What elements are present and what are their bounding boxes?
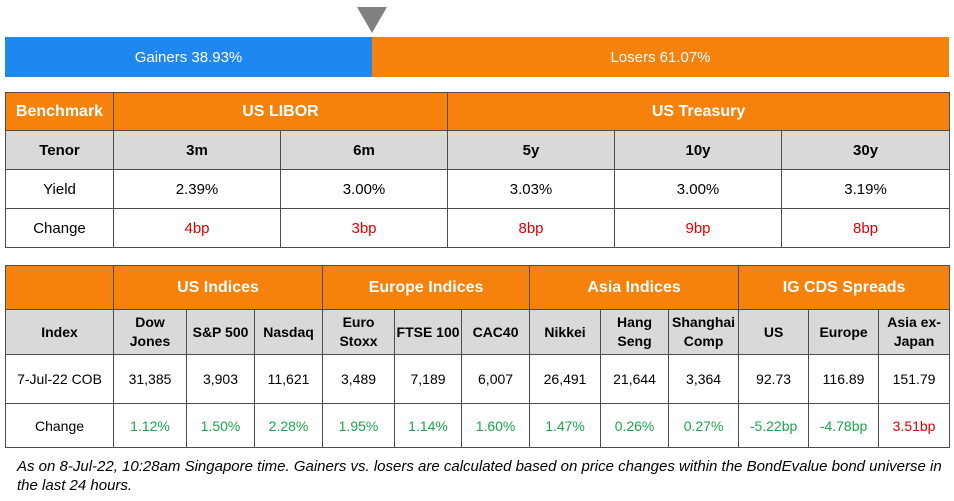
change-label: Change (5, 208, 114, 248)
tenor-row: Tenor 3m 6m 5y 10y 30y (5, 130, 951, 170)
index-change-cell: 3.51bp (878, 403, 951, 448)
tenor-cell: 6m (279, 130, 449, 170)
ratio-pointer-icon (357, 7, 387, 33)
index-value-cell: 21,644 (600, 354, 670, 404)
index-value-cell: 6,007 (461, 354, 531, 404)
index-value-cell: 151.79 (878, 354, 951, 404)
europe-indices-header: Europe Indices (322, 265, 531, 310)
asia-indices-header: Asia Indices (529, 265, 740, 310)
rate-change-cell: 9bp (614, 208, 783, 248)
index-name-cell: US (738, 309, 810, 355)
index-name-cell: FTSE 100 (394, 309, 463, 355)
losers-segment: Losers 61.07% (372, 37, 949, 77)
index-value-cell: 11,621 (253, 354, 324, 404)
rate-change-row: Change 4bp 3bp 8bp 9bp 8bp (5, 208, 951, 248)
index-change-row: Change 1.12% 1.50% 2.28% 1.95% 1.14% 1.6… (5, 403, 951, 448)
index-name-cell: Dow Jones (113, 309, 187, 355)
tenor-cell: 30y (781, 130, 951, 170)
index-change-cell: 1.47% (529, 403, 602, 448)
rates-header-row: Benchmark US LIBOR US Treasury (5, 92, 951, 131)
index-change-cell: 1.12% (113, 403, 187, 448)
index-value-row: 7-Jul-22 COB 31,385 3,903 11,621 3,489 7… (5, 354, 951, 404)
index-name-cell: CAC40 (461, 309, 531, 355)
tenor-cell: 10y (614, 130, 783, 170)
rate-change-cell: 8bp (447, 208, 616, 248)
index-change-cell: 1.14% (394, 403, 463, 448)
rate-change-cell: 8bp (781, 208, 951, 248)
index-value-cell: 92.73 (738, 354, 810, 404)
corner-cell (5, 265, 114, 310)
tenor-cell: 5y (447, 130, 616, 170)
index-name-cell: Nasdaq (253, 309, 324, 355)
index-change-cell: 0.26% (600, 403, 670, 448)
us-treasury-header: US Treasury (447, 92, 951, 131)
index-change-cell: 2.28% (253, 403, 324, 448)
yield-cell: 3.00% (279, 169, 449, 209)
index-value-cell: 31,385 (113, 354, 187, 404)
index-name-cell: Shanghai Comp (668, 309, 740, 355)
change-label: Change (5, 403, 114, 448)
yield-cell: 3.03% (447, 169, 616, 209)
index-value-cell: 3,903 (186, 354, 255, 404)
benchmark-header: Benchmark (5, 92, 114, 131)
index-name-cell: Europe (808, 309, 880, 355)
yield-cell: 3.19% (781, 169, 951, 209)
index-name-cell: Hang Seng (600, 309, 670, 355)
index-value-cell: 3,489 (322, 354, 396, 404)
us-libor-header: US LIBOR (112, 92, 449, 131)
us-indices-header: US Indices (112, 265, 324, 310)
index-change-cell: -5.22bp (738, 403, 810, 448)
index-value-cell: 26,491 (529, 354, 602, 404)
indices-table: US Indices Europe Indices Asia Indices I… (5, 265, 951, 448)
ig-cds-spreads-header: IG CDS Spreads (738, 265, 951, 310)
index-change-cell: 0.27% (668, 403, 740, 448)
index-change-cell: 1.50% (186, 403, 255, 448)
index-name-cell: S&P 500 (186, 309, 255, 355)
index-name-row: Index Dow Jones S&P 500 Nasdaq Euro Stox… (5, 309, 951, 355)
gainers-segment: Gainers 38.93% (5, 37, 372, 77)
yield-row: Yield 2.39% 3.00% 3.03% 3.00% 3.19% (5, 169, 951, 209)
rate-change-cell: 3bp (279, 208, 449, 248)
cob-date-label: 7-Jul-22 COB (5, 354, 114, 404)
indices-header-row: US Indices Europe Indices Asia Indices I… (5, 265, 951, 310)
tenor-label: Tenor (5, 130, 114, 170)
tenor-cell: 3m (113, 130, 281, 170)
yield-cell: 2.39% (113, 169, 281, 209)
index-value-cell: 7,189 (394, 354, 463, 404)
index-name-cell: Asia ex-Japan (878, 309, 951, 355)
gainers-losers-bar: Gainers 38.93% Losers 61.07% (5, 37, 949, 77)
index-value-cell: 3,364 (668, 354, 740, 404)
index-change-cell: 1.60% (461, 403, 531, 448)
index-change-cell: 1.95% (322, 403, 396, 448)
footnote: As on 8-Jul-22, 10:28am Singapore time. … (17, 458, 942, 494)
index-change-cell: -4.78bp (808, 403, 880, 448)
rate-change-cell: 4bp (113, 208, 281, 248)
index-name-cell: Nikkei (529, 309, 602, 355)
rates-table: Benchmark US LIBOR US Treasury Tenor 3m … (5, 92, 951, 248)
index-name-cell: Euro Stoxx (322, 309, 396, 355)
index-label: Index (5, 309, 114, 355)
index-value-cell: 116.89 (808, 354, 880, 404)
yield-label: Yield (5, 169, 114, 209)
yield-cell: 3.00% (614, 169, 783, 209)
